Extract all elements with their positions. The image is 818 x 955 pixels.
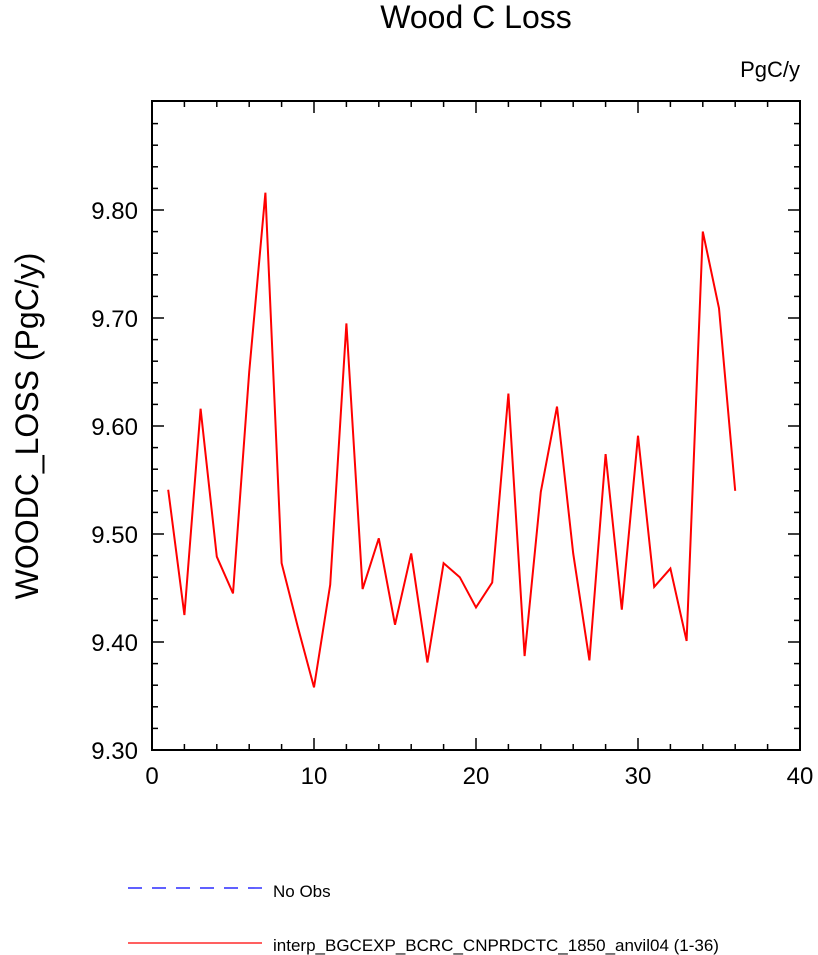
legend-label-no-obs: No Obs (273, 882, 331, 901)
y-tick-label: 9.30 (91, 738, 138, 765)
y-tick-label: 9.50 (91, 522, 138, 549)
y-tick-label: 9.70 (91, 306, 138, 333)
y-tick-label: 9.40 (91, 630, 138, 657)
x-tick-label: 0 (145, 763, 158, 790)
legend: No Obs interp_BGCEXP_BCRC_CNPRDCTC_1850_… (128, 882, 719, 955)
plot-frame (151, 100, 801, 751)
y-tick-label: 9.60 (91, 414, 138, 441)
legend-label-model: interp_BGCEXP_BCRC_CNPRDCTC_1850_anvil04… (273, 936, 719, 955)
x-tick-label: 10 (301, 763, 328, 790)
series-line (167, 192, 737, 688)
chart-title: Wood C Loss (380, 0, 572, 35)
y-tick-label: 9.80 (91, 198, 138, 225)
x-tick-label: 20 (463, 763, 490, 790)
y-axis-label: WOODC_LOSS (PgC/y) (9, 253, 45, 600)
x-tick-label: 40 (787, 763, 814, 790)
x-tick-label: 30 (625, 763, 652, 790)
units-label: PgC/y (740, 57, 800, 82)
